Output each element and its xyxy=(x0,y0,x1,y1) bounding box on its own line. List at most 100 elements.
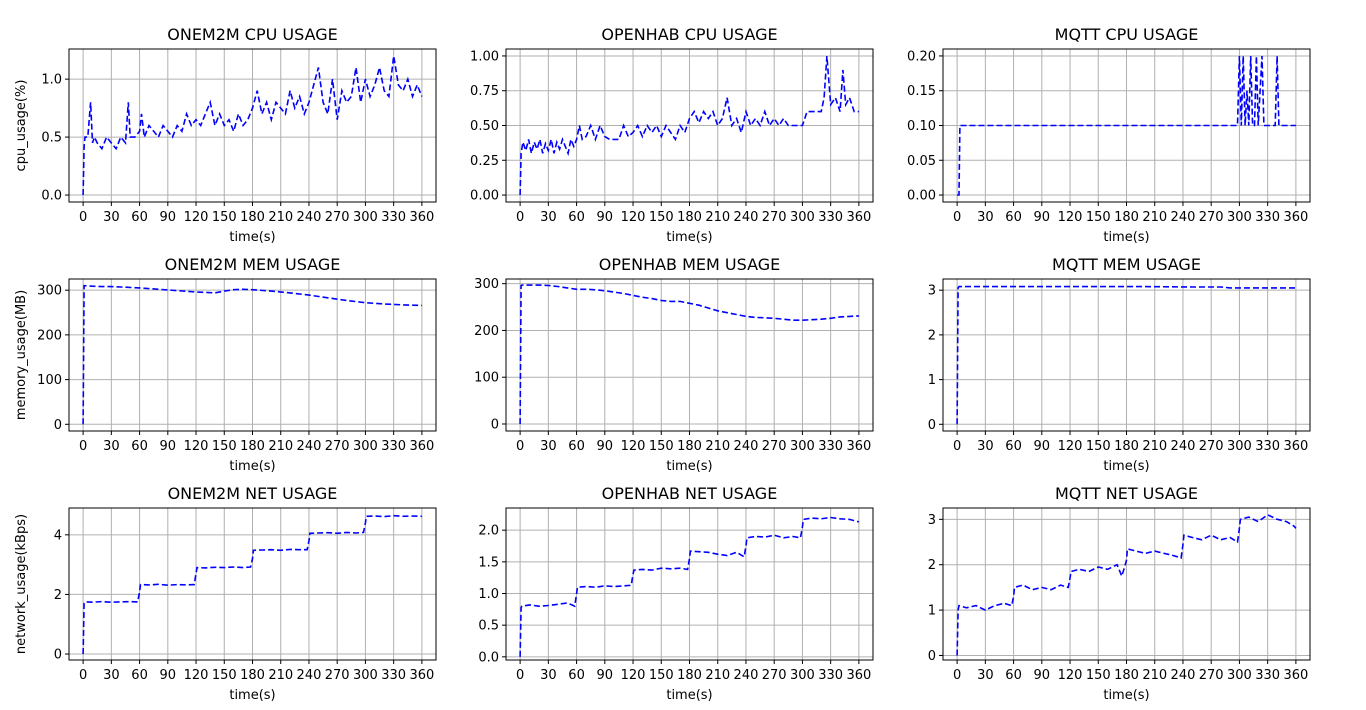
series-line xyxy=(82,514,422,655)
x-tick-label: 150 xyxy=(649,210,674,225)
x-tick-label: 330 xyxy=(381,439,406,454)
x-axis-label: time(s) xyxy=(666,230,712,245)
x-tick-label: 30 xyxy=(103,439,120,454)
x-axis-label: time(s) xyxy=(1103,459,1149,474)
x-tick-label: 90 xyxy=(1034,210,1051,225)
x-tick-label: 270 xyxy=(1199,439,1224,454)
x-tick-label: 90 xyxy=(597,210,614,225)
x-tick-label: 300 xyxy=(790,439,815,454)
chart-title: ONEM2M MEM USAGE xyxy=(165,255,341,274)
series-line xyxy=(956,513,1297,656)
x-tick-label: 180 xyxy=(240,210,265,225)
x-tick-label: 150 xyxy=(1086,210,1111,225)
x-tick-label: 30 xyxy=(540,668,557,683)
x-tick-label: 180 xyxy=(240,439,265,454)
panel-mqtt-cpu-usage: 0 30 60 90 120 150 180 210 240 270 300 330 360 0.00 0.… xyxy=(907,25,1311,245)
x-tick-label: 60 xyxy=(1005,439,1022,454)
x-tick-label: 300 xyxy=(790,210,815,225)
x-tick-label: 240 xyxy=(1171,210,1196,225)
x-tick-label: 360 xyxy=(409,439,434,454)
x-tick-label: 90 xyxy=(1034,668,1051,683)
x-tick-label: 300 xyxy=(1227,668,1252,683)
y-tick-label: 0.50 xyxy=(470,119,499,134)
y-tick-label: 0.5 xyxy=(41,131,62,146)
chart-title: ONEM2M CPU USAGE xyxy=(167,25,338,44)
x-tick-label: 240 xyxy=(297,210,322,225)
x-tick-label: 360 xyxy=(409,668,434,683)
panel-mqtt-mem-usage: 0 30 60 90 120 150 180 210 240 270 300 330 360 0 1 2 3 MQ… xyxy=(928,255,1311,474)
y-tick-label: 1.00 xyxy=(470,49,499,64)
x-tick-label: 270 xyxy=(762,668,787,683)
x-tick-label: 60 xyxy=(1005,668,1022,683)
x-tick-label: 90 xyxy=(160,210,177,225)
y-tick-label: 0 xyxy=(928,418,936,433)
x-tick-label: 210 xyxy=(268,439,293,454)
series-line xyxy=(956,285,1296,425)
y-tick-label: 0.0 xyxy=(478,650,499,665)
x-tick-label: 210 xyxy=(1142,439,1167,454)
x-tick-label: 120 xyxy=(184,668,209,683)
y-tick-label: 2 xyxy=(54,588,62,603)
x-tick-label: 270 xyxy=(325,668,350,683)
x-tick-label: 30 xyxy=(540,439,557,454)
panel-openhab-cpu-usage: 0 30 60 90 120 150 180 210 240 270 300 330 360 0.00 0.… xyxy=(470,25,874,245)
y-tick-label: 1 xyxy=(928,373,936,388)
chart-title: OPENHAB NET USAGE xyxy=(602,484,778,503)
x-tick-label: 60 xyxy=(131,210,148,225)
x-axis-label: time(s) xyxy=(229,688,275,703)
y-tick-label: 4 xyxy=(54,528,62,543)
x-tick-label: 300 xyxy=(353,439,378,454)
y-tick-label: 100 xyxy=(37,373,62,388)
x-tick-label: 330 xyxy=(818,439,843,454)
x-tick-label: 90 xyxy=(160,668,177,683)
x-tick-label: 360 xyxy=(846,210,871,225)
x-tick-label: 0 xyxy=(953,439,961,454)
y-tick-label: 200 xyxy=(37,328,62,343)
x-tick-label: 120 xyxy=(184,210,209,225)
y-tick-label: 0 xyxy=(54,648,62,663)
x-tick-label: 0 xyxy=(516,210,524,225)
x-tick-label: 360 xyxy=(1283,210,1308,225)
x-tick-label: 30 xyxy=(977,668,994,683)
x-tick-label: 210 xyxy=(705,668,730,683)
x-axis-label: time(s) xyxy=(666,688,712,703)
panel-openhab-net-usage: 0 30 60 90 120 150 180 210 240 270 300 330 360 0.0 0.5… xyxy=(478,484,874,703)
series-line xyxy=(82,284,422,425)
x-axis-label: time(s) xyxy=(666,459,712,474)
x-tick-label: 210 xyxy=(1142,668,1167,683)
y-tick-label: 0.10 xyxy=(907,119,936,134)
x-axis-label: time(s) xyxy=(229,459,275,474)
y-tick-label: 1.0 xyxy=(478,587,499,602)
y-tick-label: 100 xyxy=(474,371,499,386)
x-tick-label: 30 xyxy=(540,210,557,225)
y-tick-label: 3 xyxy=(928,284,936,299)
panel-onem2m-net-usage: 0 30 60 90 120 150 180 210 240 270 300 330 360 0 2 4 ONE… xyxy=(14,484,437,703)
x-tick-label: 30 xyxy=(977,210,994,225)
x-tick-label: 180 xyxy=(1114,439,1139,454)
chart-title: MQTT MEM USAGE xyxy=(1052,255,1201,274)
x-tick-label: 300 xyxy=(790,668,815,683)
x-tick-label: 150 xyxy=(649,439,674,454)
x-tick-label: 30 xyxy=(977,439,994,454)
x-tick-label: 30 xyxy=(103,668,120,683)
y-tick-label: 0.75 xyxy=(470,84,499,99)
x-tick-label: 330 xyxy=(381,210,406,225)
x-tick-label: 210 xyxy=(1142,210,1167,225)
x-tick-label: 240 xyxy=(734,210,759,225)
chart-title: OPENHAB CPU USAGE xyxy=(601,25,777,44)
x-tick-label: 60 xyxy=(1005,210,1022,225)
x-tick-label: 300 xyxy=(1227,210,1252,225)
x-tick-label: 330 xyxy=(381,668,406,683)
x-tick-label: 30 xyxy=(103,210,120,225)
x-tick-label: 150 xyxy=(212,210,237,225)
x-tick-label: 240 xyxy=(734,668,759,683)
x-tick-label: 90 xyxy=(1034,439,1051,454)
y-tick-label: 0.20 xyxy=(907,49,936,64)
series-line xyxy=(519,516,860,657)
y-tick-label: 2 xyxy=(928,558,936,573)
x-tick-label: 180 xyxy=(677,439,702,454)
y-tick-label: 1.5 xyxy=(478,555,499,570)
y-axis-label: network_usage(kBps) xyxy=(14,514,29,654)
x-tick-label: 0 xyxy=(79,439,87,454)
